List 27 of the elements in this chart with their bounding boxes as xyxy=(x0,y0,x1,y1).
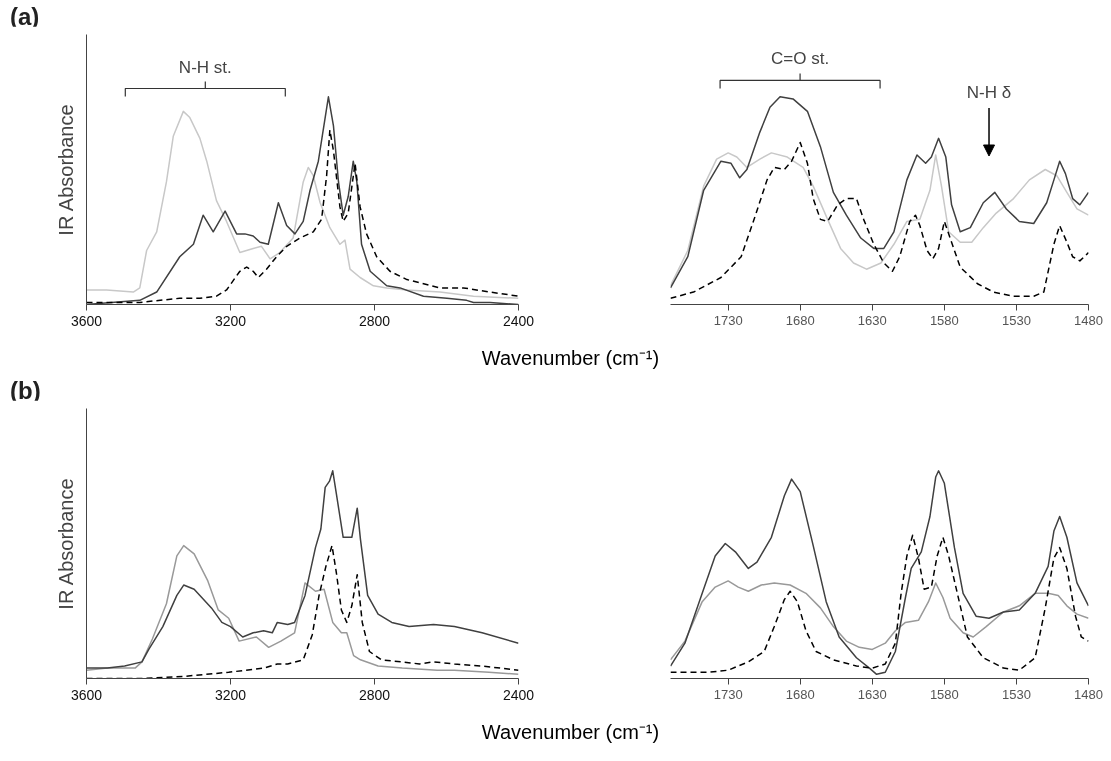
x-tick-label: 2400 xyxy=(502,312,535,329)
x-tick-label: 1530 xyxy=(1001,312,1031,328)
y-axis-title: IR Absorbance xyxy=(54,104,77,236)
x-tick-label: 3200 xyxy=(214,312,247,329)
x-tick-label: 1680 xyxy=(785,686,815,702)
x-tick-label: 2800 xyxy=(358,686,391,703)
text: C=O st. xyxy=(771,49,830,69)
x-tick-label: 1480 xyxy=(1074,686,1103,702)
x-tick-label: 2400 xyxy=(502,686,535,703)
x-tick-label: 1680 xyxy=(785,312,815,328)
x-tick-label: 1530 xyxy=(1001,686,1031,702)
x-tick-label: 2800 xyxy=(358,312,391,329)
x-tick-label: 3600 xyxy=(70,312,103,329)
x-axis-title: Wavenumber (cm⁻¹) xyxy=(481,346,660,371)
x-tick-label: 1580 xyxy=(929,686,959,702)
x-tick-label: 3600 xyxy=(70,686,103,703)
x-tick-label: 3200 xyxy=(214,686,247,703)
x-tick-label: 1480 xyxy=(1074,312,1103,328)
x-tick-label: 1730 xyxy=(713,312,743,328)
x-tick-label: 1580 xyxy=(929,312,959,328)
x-tick-label: 1730 xyxy=(713,686,743,702)
annotation: N-H δ xyxy=(966,83,1012,102)
y-axis-title: IR Absorbance xyxy=(54,478,77,610)
text: N-H st. xyxy=(178,57,232,77)
x-axis-title: Wavenumber (cm⁻¹) xyxy=(481,720,660,745)
x-tick-label: 1630 xyxy=(857,686,887,702)
x-tick-label: 1630 xyxy=(857,312,887,328)
